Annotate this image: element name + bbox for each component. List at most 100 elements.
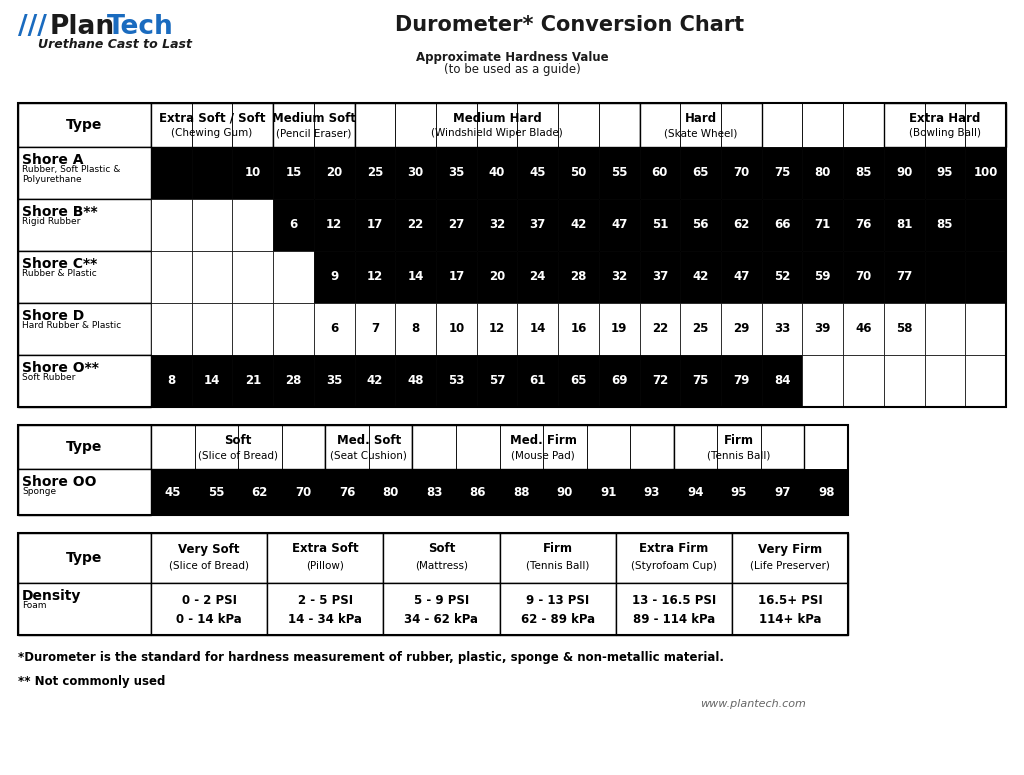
- Bar: [273, 147, 314, 199]
- Text: 88: 88: [513, 485, 529, 498]
- Bar: [18, 583, 151, 635]
- Text: Extra Hard: Extra Hard: [909, 112, 981, 125]
- Bar: [232, 355, 273, 407]
- Text: 12: 12: [326, 219, 342, 232]
- Bar: [273, 355, 314, 407]
- Text: (Seat Cushion): (Seat Cushion): [331, 450, 408, 460]
- Bar: [314, 251, 354, 303]
- Bar: [966, 103, 1006, 147]
- Bar: [191, 103, 232, 147]
- Bar: [925, 103, 966, 147]
- Bar: [18, 533, 151, 583]
- Bar: [599, 251, 640, 303]
- Bar: [517, 303, 558, 355]
- Text: 85: 85: [855, 167, 871, 180]
- Bar: [191, 303, 232, 355]
- Text: Urethane Cast to Last: Urethane Cast to Last: [38, 39, 193, 51]
- Bar: [413, 469, 456, 515]
- Text: 17: 17: [367, 219, 383, 232]
- Bar: [267, 533, 383, 583]
- Text: Hard Rubber & Plastic: Hard Rubber & Plastic: [22, 321, 121, 330]
- Text: (Mouse Pad): (Mouse Pad): [511, 450, 574, 460]
- Bar: [18, 251, 151, 303]
- Bar: [884, 103, 925, 147]
- Bar: [721, 199, 762, 251]
- Bar: [273, 199, 314, 251]
- Bar: [477, 251, 517, 303]
- Text: Med. Soft: Med. Soft: [337, 433, 401, 446]
- Bar: [640, 251, 680, 303]
- Bar: [732, 533, 848, 583]
- Text: 70: 70: [295, 485, 311, 498]
- Bar: [718, 425, 761, 469]
- Bar: [500, 469, 543, 515]
- Text: 76: 76: [339, 485, 355, 498]
- Text: Shore OO: Shore OO: [22, 475, 96, 489]
- Bar: [680, 103, 721, 147]
- Bar: [326, 425, 369, 469]
- Text: (Slice of Bread): (Slice of Bread): [169, 561, 249, 571]
- Text: 0 - 2 PSI: 0 - 2 PSI: [181, 594, 237, 607]
- Text: 9: 9: [330, 270, 338, 284]
- Bar: [395, 199, 436, 251]
- Bar: [369, 469, 413, 515]
- Bar: [18, 147, 151, 199]
- Text: 75: 75: [692, 374, 709, 388]
- Text: 114+ kPa: 114+ kPa: [759, 613, 821, 626]
- Text: 35: 35: [449, 167, 465, 180]
- Bar: [151, 103, 273, 147]
- Bar: [273, 103, 314, 147]
- Text: 46: 46: [855, 322, 871, 336]
- Bar: [477, 355, 517, 407]
- Bar: [803, 199, 843, 251]
- Bar: [640, 303, 680, 355]
- Text: 8: 8: [412, 322, 420, 336]
- Bar: [803, 303, 843, 355]
- Bar: [925, 355, 966, 407]
- Bar: [615, 583, 732, 635]
- Text: Type: Type: [67, 118, 102, 132]
- Bar: [925, 303, 966, 355]
- Bar: [354, 147, 395, 199]
- Bar: [232, 147, 273, 199]
- Text: Hard: Hard: [685, 112, 717, 125]
- Text: Foam: Foam: [22, 601, 46, 610]
- Text: Firm: Firm: [543, 542, 572, 556]
- Text: 32: 32: [488, 219, 505, 232]
- Bar: [640, 147, 680, 199]
- Bar: [436, 103, 477, 147]
- Text: 55: 55: [611, 167, 628, 180]
- Text: Med. Firm: Med. Firm: [510, 433, 577, 446]
- Text: (Windshield Wiper Blade): (Windshield Wiper Blade): [431, 128, 563, 138]
- Text: 21: 21: [245, 374, 261, 388]
- Bar: [925, 251, 966, 303]
- Bar: [640, 103, 680, 147]
- Bar: [884, 251, 925, 303]
- Bar: [761, 469, 805, 515]
- Bar: [674, 469, 718, 515]
- Text: 10: 10: [449, 322, 465, 336]
- Text: 5 - 9 PSI: 5 - 9 PSI: [414, 594, 469, 607]
- Bar: [195, 469, 239, 515]
- Text: 39: 39: [815, 322, 830, 336]
- Bar: [354, 199, 395, 251]
- Bar: [558, 251, 599, 303]
- Bar: [232, 199, 273, 251]
- Bar: [18, 199, 151, 251]
- Bar: [395, 147, 436, 199]
- Bar: [587, 425, 630, 469]
- Bar: [761, 469, 805, 515]
- Bar: [151, 251, 191, 303]
- Text: Very Firm: Very Firm: [758, 542, 822, 556]
- Text: 25: 25: [692, 322, 709, 336]
- Text: 13 - 16.5 PSI: 13 - 16.5 PSI: [632, 594, 716, 607]
- Text: Rigid Rubber: Rigid Rubber: [22, 217, 80, 226]
- Text: Extra Soft / Soft: Extra Soft / Soft: [159, 112, 265, 125]
- Bar: [239, 469, 282, 515]
- Bar: [630, 469, 674, 515]
- Bar: [395, 103, 436, 147]
- Bar: [640, 103, 762, 147]
- Text: 22: 22: [408, 219, 424, 232]
- Bar: [413, 425, 674, 469]
- Text: 28: 28: [286, 374, 302, 388]
